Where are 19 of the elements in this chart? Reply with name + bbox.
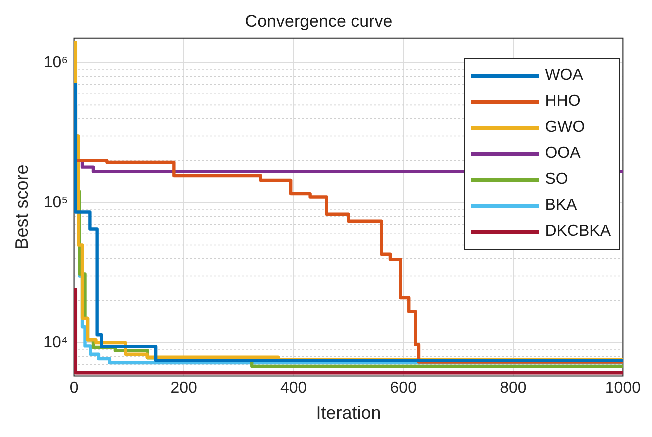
legend-label: GWO — [545, 119, 586, 137]
legend-label: SO — [545, 171, 568, 189]
y-tick-label: 10⁵ — [44, 194, 68, 212]
x-tick-label: 1000 — [605, 380, 642, 398]
x-tick-label: 200 — [170, 380, 198, 398]
x-axis-title: Iteration — [316, 403, 382, 424]
legend-label: WOA — [545, 67, 584, 85]
x-tick-label: 800 — [500, 380, 527, 398]
chart-title: Convergence curve — [245, 12, 393, 31]
y-tick-label: 10⁴ — [44, 334, 68, 352]
x-tick-label: 600 — [390, 380, 418, 398]
legend-label: BKA — [545, 197, 578, 215]
y-tick-label: 10⁶ — [44, 54, 68, 72]
legend-label: OOA — [545, 145, 581, 163]
legend-label: DKCBKA — [545, 223, 611, 241]
y-axis-title: Best score — [12, 164, 32, 250]
x-tick-label: 400 — [280, 380, 308, 398]
legend-label: HHO — [545, 93, 581, 111]
x-tick-label: 0 — [70, 380, 79, 398]
